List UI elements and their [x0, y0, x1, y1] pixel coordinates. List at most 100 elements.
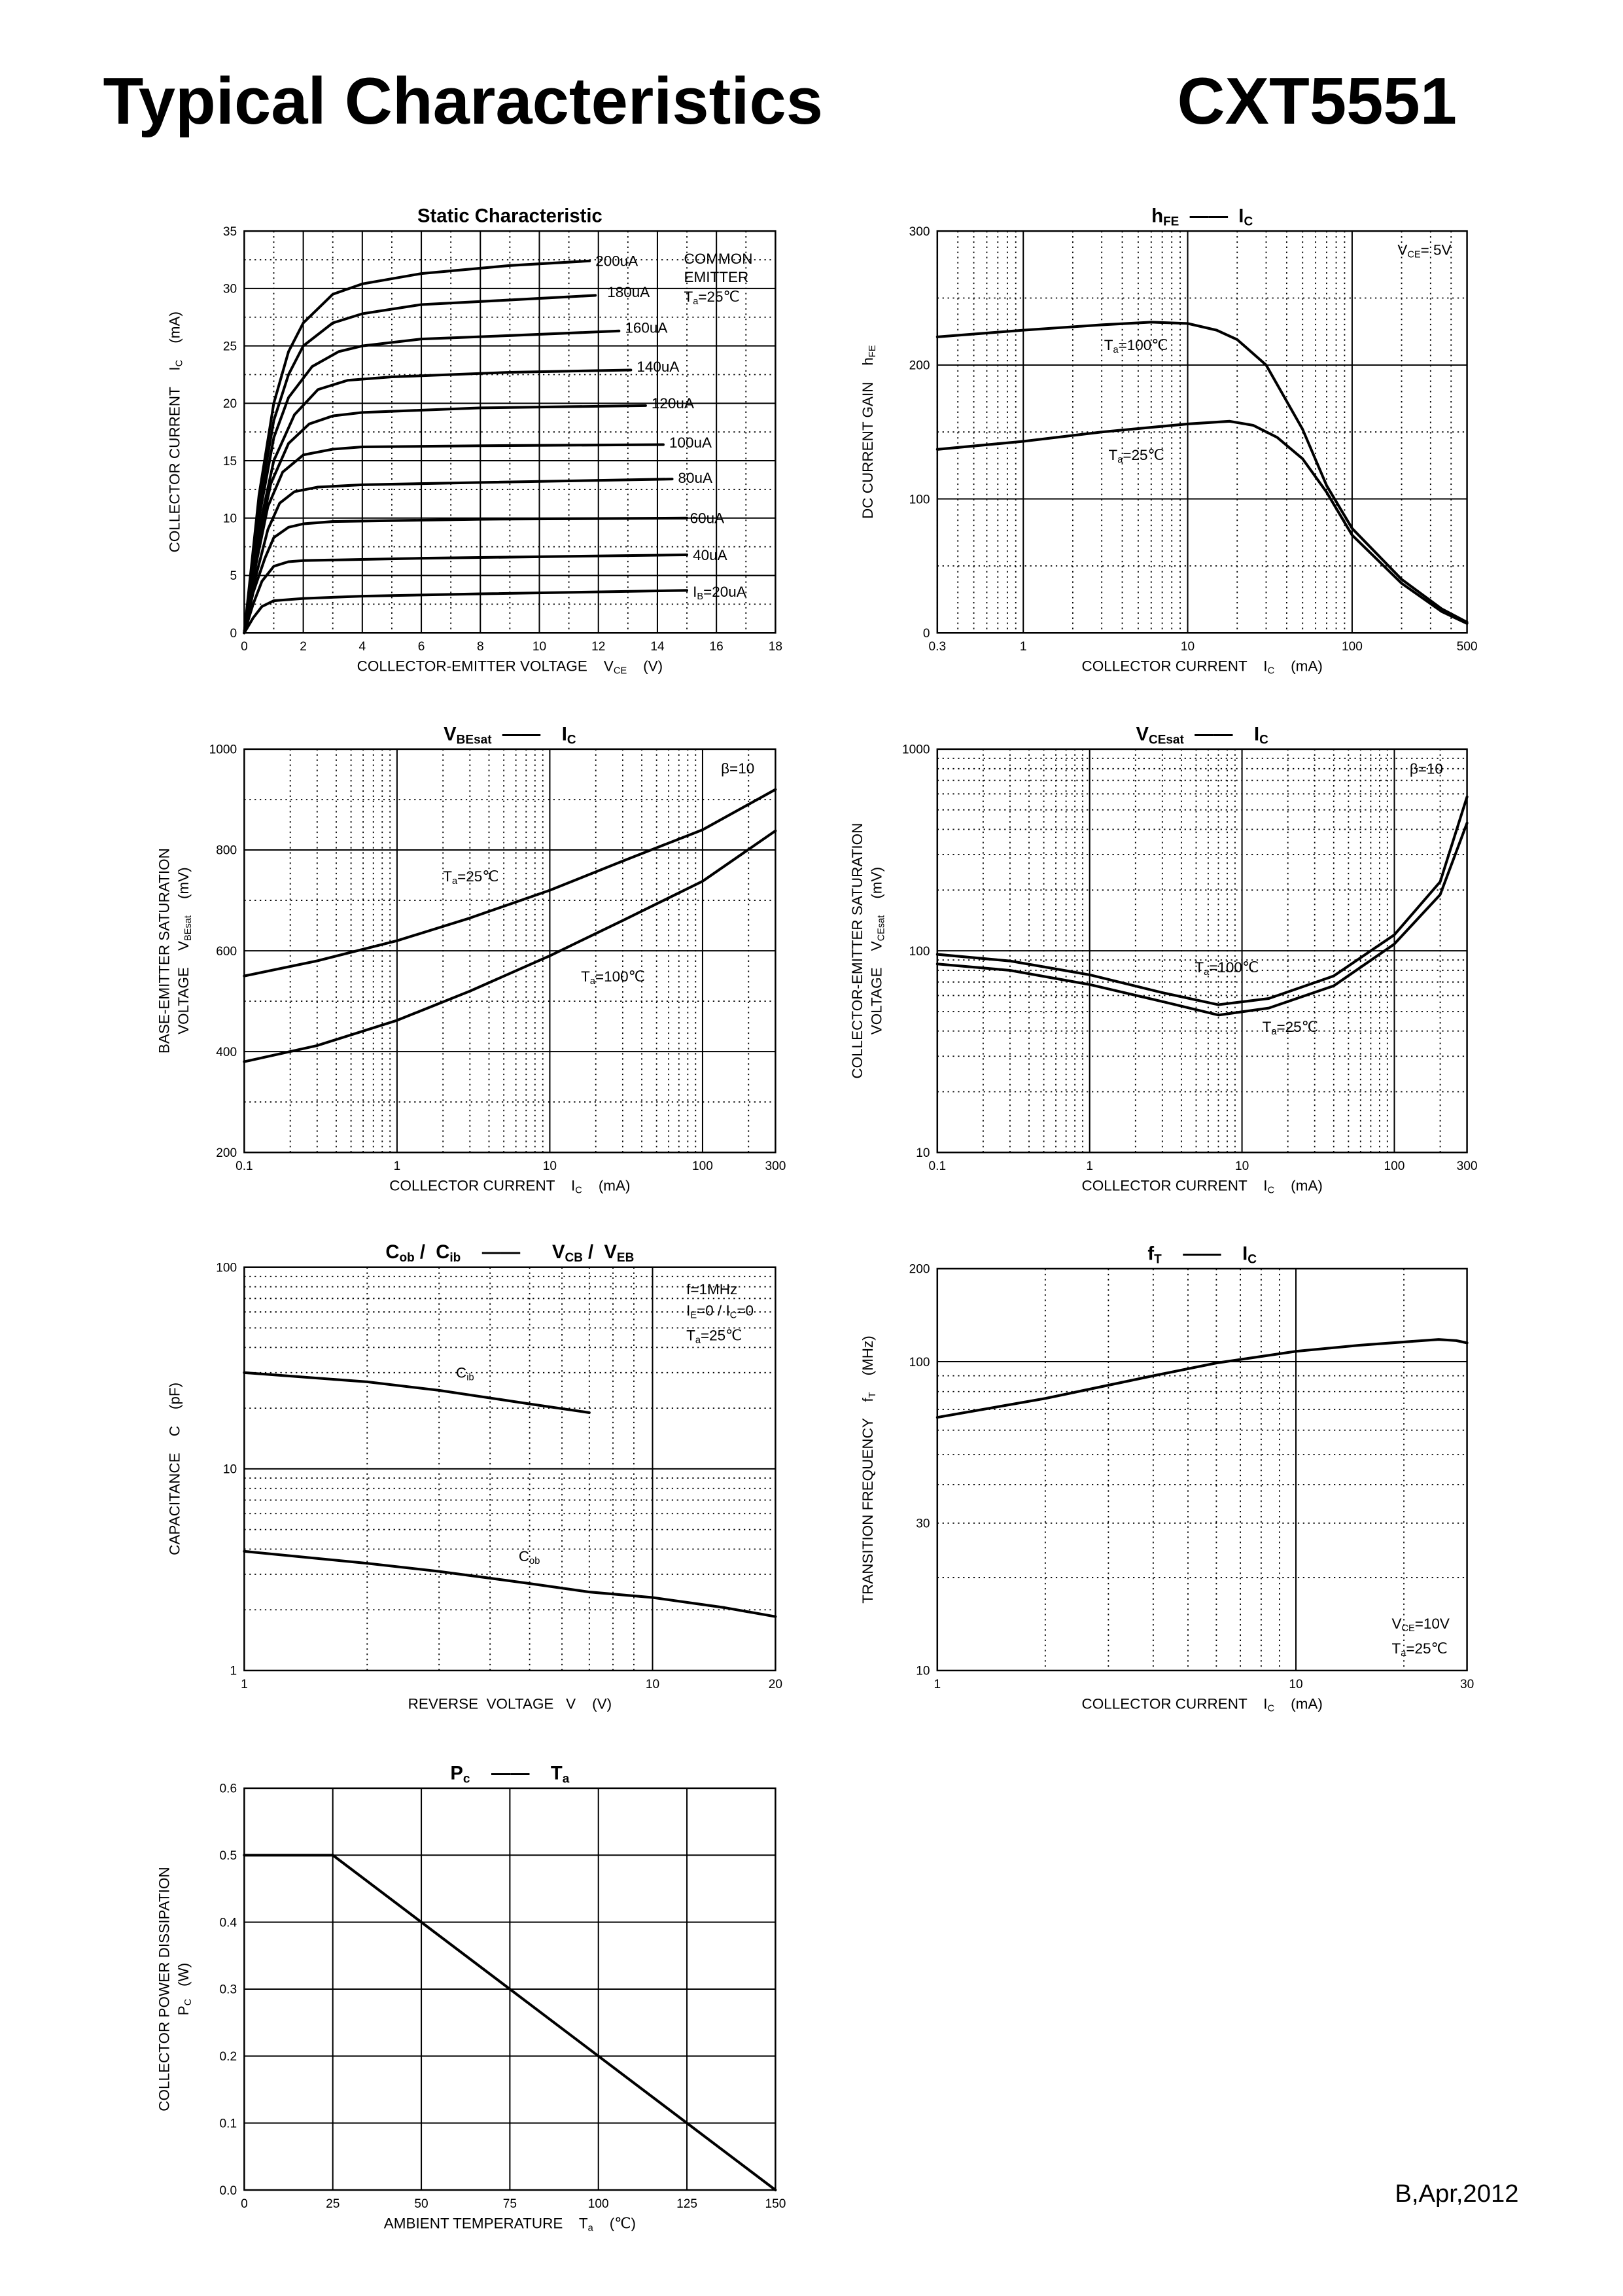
- subscript: CEsat: [876, 915, 886, 942]
- y-tick-label: 200: [216, 1146, 237, 1160]
- y-tick-label: 200: [909, 1263, 930, 1277]
- text-segment: =0: [737, 1303, 754, 1319]
- y-tick-label: 20: [223, 397, 237, 411]
- y-tick-label: 400: [216, 1046, 237, 1059]
- annotation-label: 40uA: [693, 547, 727, 563]
- text-segment: =25℃: [1277, 1019, 1318, 1035]
- text-segment: Static Characteristic: [417, 206, 602, 227]
- text-segment: (mV): [868, 867, 884, 915]
- x-tick-label: 300: [1457, 1159, 1478, 1173]
- x-tick-label: 12: [591, 640, 605, 654]
- x-tick-label: 75: [503, 2197, 517, 2211]
- y-tick-label: 300: [909, 225, 930, 239]
- annotation-label: Ta=25℃: [684, 289, 740, 307]
- text-segment: =100℃: [1119, 337, 1168, 353]
- text-segment: V: [444, 724, 457, 745]
- chart-title: Pc —— Ta: [450, 1763, 569, 1786]
- text-segment: COLLECTOR CURRENT I: [1082, 658, 1268, 675]
- subscript: C: [1268, 1703, 1275, 1714]
- text-segment: h: [1151, 206, 1163, 227]
- y-tick-label: 600: [216, 945, 237, 959]
- revision-date: B,Apr,2012: [1395, 2180, 1518, 2208]
- subscript: a: [693, 296, 699, 307]
- annotation-label: Ta=25℃: [686, 1327, 742, 1345]
- x-tick-label: 1: [394, 1159, 401, 1173]
- series-line: [243, 516, 689, 635]
- y-axis-label: COLLECTOR-EMITTER SATURATION: [849, 823, 865, 1079]
- chart-title: Cob / Cib —— VCB / VEB: [385, 1242, 634, 1265]
- annotation-label: Ta=25℃: [1109, 447, 1164, 465]
- x-tick-label: 8: [477, 640, 484, 654]
- subscript: CE: [1407, 249, 1421, 260]
- text-segment: T: [686, 1327, 695, 1343]
- y-tick-label: 0.1: [220, 2117, 237, 2130]
- text-segment: 40uA: [693, 547, 727, 563]
- text-segment: T: [581, 968, 590, 985]
- plot-frame: [936, 230, 1468, 634]
- x-tick-label: 10: [1181, 640, 1195, 654]
- series-line: [243, 443, 665, 635]
- y-tick-label: 200: [909, 359, 930, 373]
- x-tick-label: 100: [692, 1159, 713, 1173]
- text-segment: C: [385, 1242, 399, 1263]
- y-tick-label: 0: [230, 627, 237, 641]
- series-line: [243, 1549, 777, 1618]
- text-segment: f: [1147, 1243, 1154, 1264]
- text-segment: 200uA: [595, 253, 638, 270]
- text-segment: =10V: [1415, 1616, 1450, 1632]
- subscript: CE: [1401, 1623, 1415, 1634]
- text-segment: COLLECTOR CURRENT I: [1082, 1695, 1268, 1712]
- series-line: [935, 321, 1469, 624]
- subscript: C: [1248, 1252, 1257, 1266]
- text-segment: T: [1263, 1019, 1272, 1035]
- text-segment: —— T: [470, 1763, 562, 1784]
- y-axis-label: VOLTAGE VCEsat (mV): [868, 867, 886, 1034]
- subscript: T: [867, 1392, 878, 1398]
- y-tick-label: 0.5: [220, 1849, 237, 1863]
- x-tick-label: 10: [532, 640, 546, 654]
- annotation-label: Ta=25℃: [1263, 1019, 1318, 1037]
- x-tick-label: 18: [769, 640, 782, 654]
- x-tick-label: 50: [414, 2197, 428, 2211]
- y-tick-label: 0.6: [220, 1782, 237, 1796]
- plot-frame: [243, 1787, 777, 2191]
- series-line: [935, 795, 1469, 1006]
- series-line: [243, 1371, 591, 1414]
- series-line: [243, 788, 777, 978]
- text-segment: P: [450, 1763, 463, 1784]
- text-segment: T: [1109, 447, 1118, 463]
- text-segment: COLLECTOR CURRENT I: [1082, 1178, 1268, 1194]
- chart-vcesat-vs-ic: 0.1 1 10 100 300101001000β=10Ta=100℃Ta=25℃VC…: [849, 724, 1477, 1195]
- text-segment: TRANSITION FREQUENCY f: [860, 1398, 876, 1604]
- y-tick-label: 30: [916, 1517, 930, 1531]
- text-segment: VOLTAGE V: [868, 941, 884, 1034]
- text-segment: COLLECTOR CURRENT I: [389, 1178, 575, 1194]
- text-segment: COLLECTOR-EMITTER VOLTAGE V: [357, 658, 614, 675]
- x-tick-label: 300: [765, 1159, 786, 1173]
- y-tick-label: 10: [223, 1463, 237, 1477]
- annotation-label: 200uA: [595, 253, 638, 270]
- plot-frame: [936, 1267, 1468, 1672]
- text-segment: C: [519, 1548, 529, 1564]
- x-axis-label: REVERSE VOLTAGE V (V): [408, 1695, 612, 1712]
- annotation-label: f=1MHz: [686, 1281, 737, 1298]
- x-tick-label: 500: [1457, 640, 1478, 654]
- y-tick-label: 100: [909, 1356, 930, 1369]
- subscript: CE: [614, 665, 627, 676]
- page-title: Typical Characteristics: [103, 64, 823, 138]
- text-segment: V: [1391, 1616, 1401, 1632]
- subscript: C: [183, 1999, 194, 2006]
- text-segment: COLLECTOR POWER DISSIPATION: [156, 1867, 173, 2111]
- y-tick-label: 10: [916, 1665, 930, 1678]
- subscript: a: [563, 1772, 570, 1786]
- text-segment: 160uA: [625, 319, 667, 336]
- y-axis-label: COLLECTOR POWER DISSIPATION: [156, 1867, 173, 2111]
- series-line: [243, 1854, 777, 2192]
- chart-static-characteristic: 0 2 4 6 8 10 12 14 16 18 0 5 10 15 20 25 30 35 200uA 180uA 1…: [166, 206, 782, 677]
- subscript: CB: [565, 1251, 582, 1265]
- text-segment: =25℃: [1406, 1640, 1447, 1657]
- x-axis-label: COLLECTOR-EMITTER VOLTAGE VCE (V): [357, 658, 663, 677]
- subscript: FE: [867, 345, 878, 357]
